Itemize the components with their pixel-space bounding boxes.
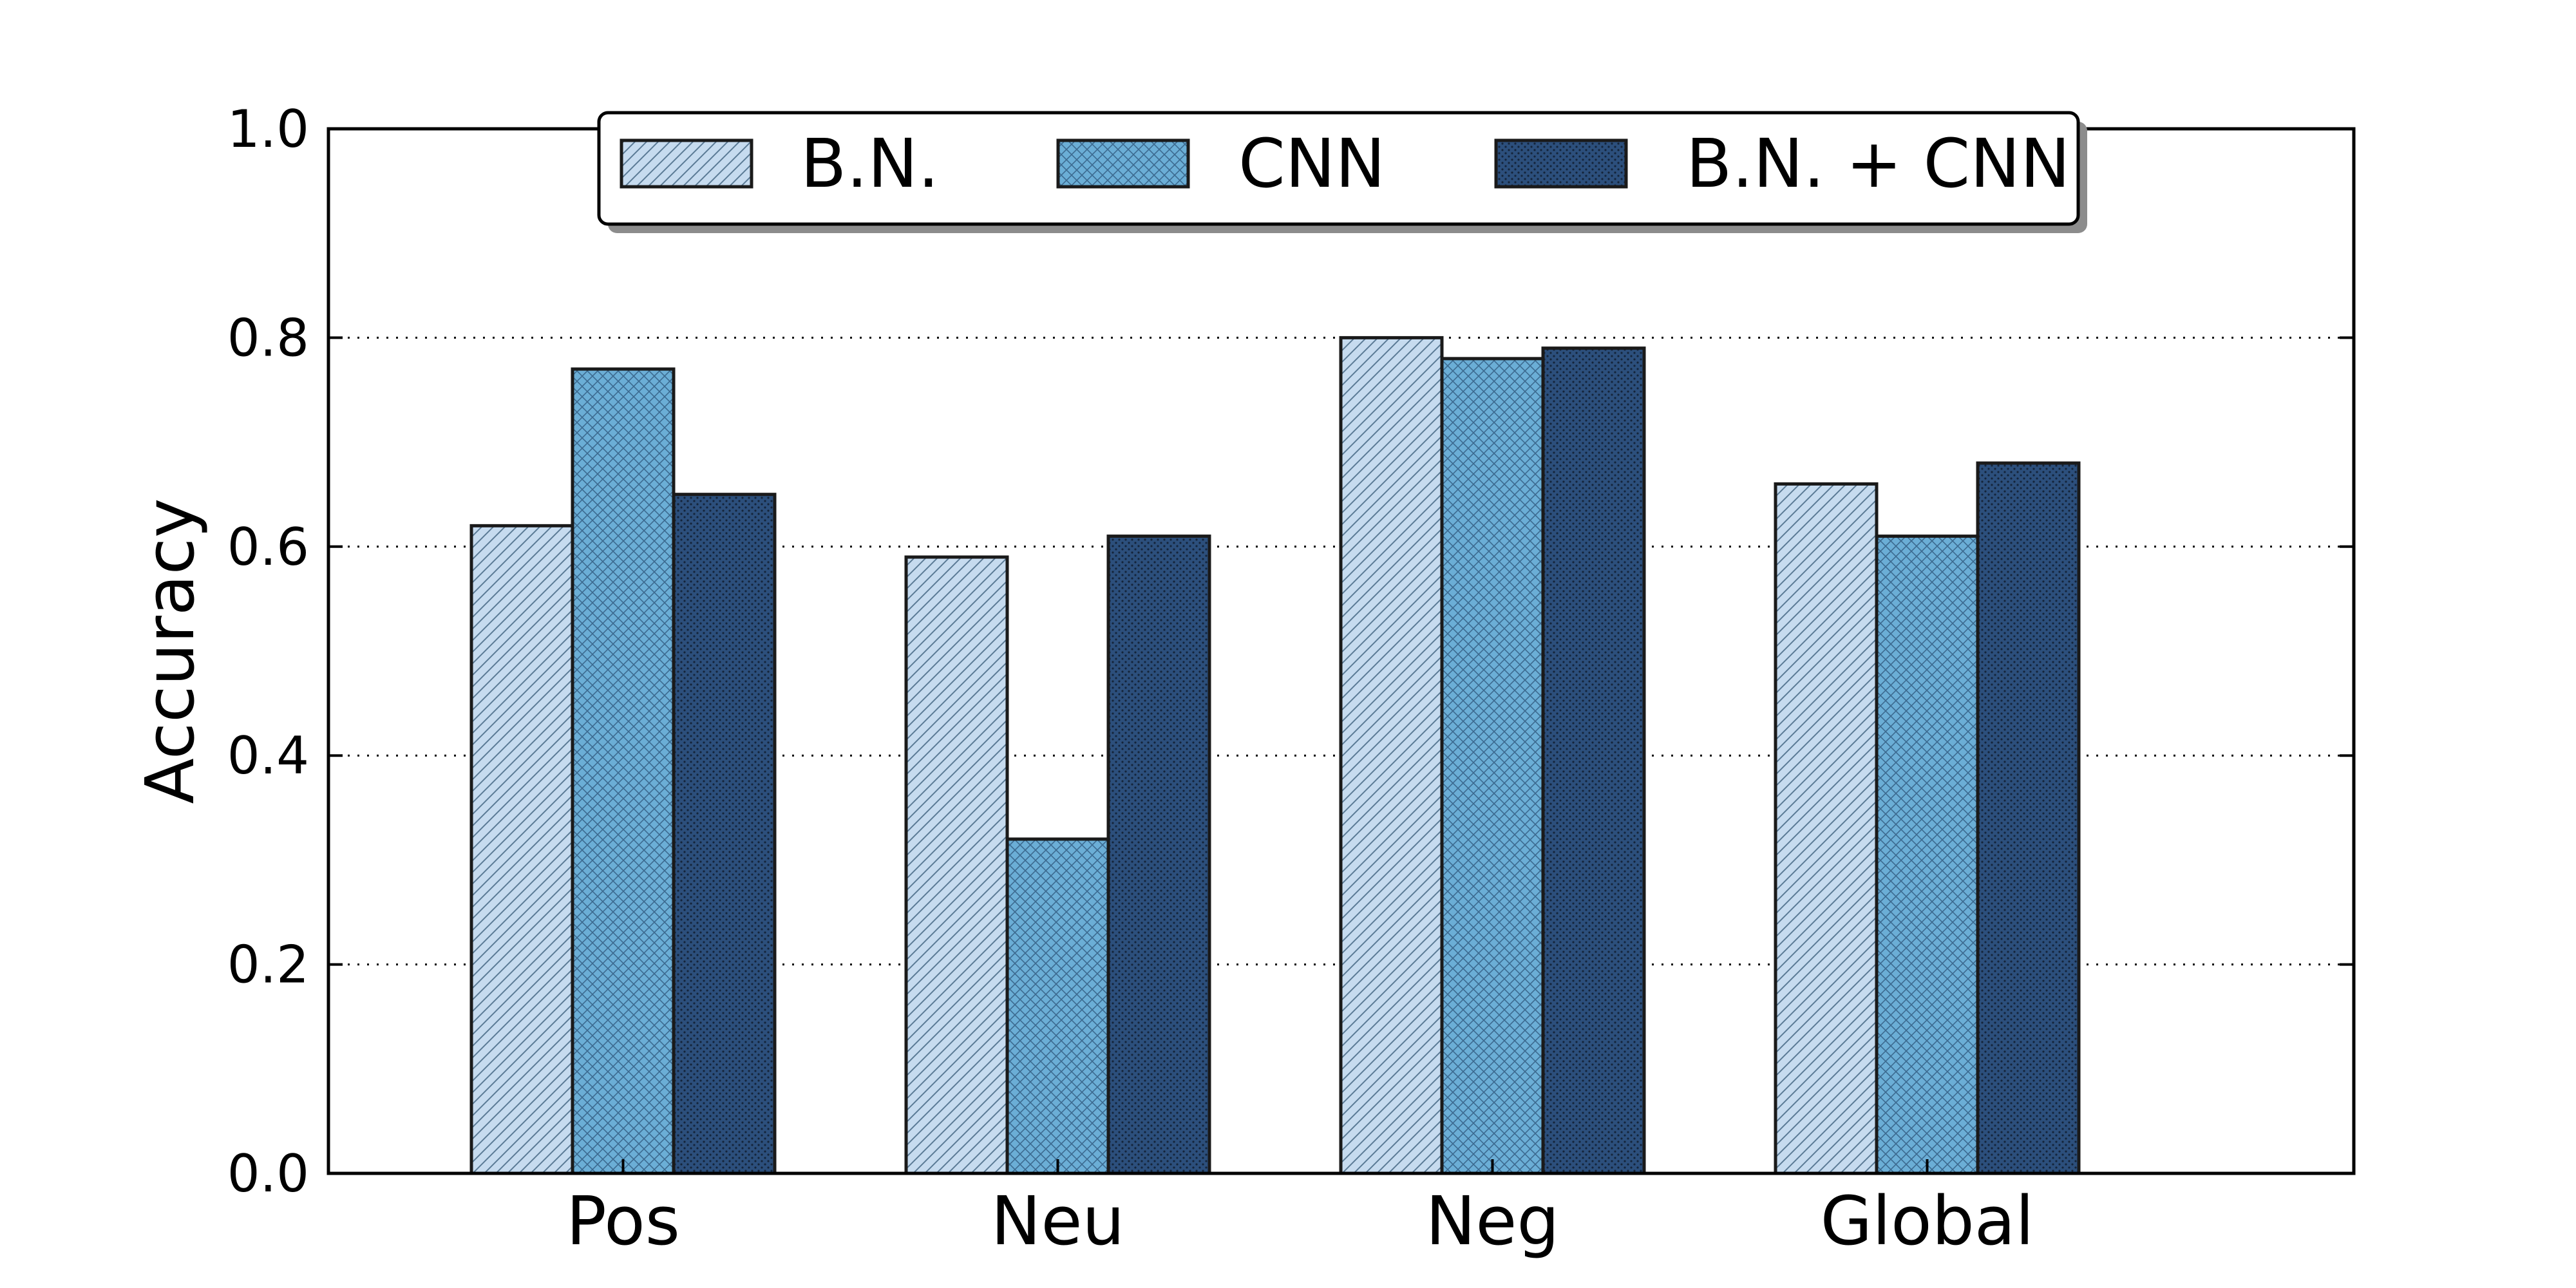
legend-label: B.N. (800, 124, 939, 203)
bar (1875, 535, 1980, 1175)
legend-box (597, 111, 2080, 226)
bar-outline (1005, 837, 1110, 1175)
bar (571, 367, 676, 1175)
x-tick-label: Global (1821, 1182, 2034, 1260)
bar (1005, 837, 1110, 1175)
bar-outline (571, 367, 676, 1175)
bar-outline (904, 555, 1009, 1175)
x-tick-label: Neg (1426, 1182, 1560, 1260)
bar-outline (1339, 336, 1444, 1175)
y-axis-ticks: 0.0 0.2 0.4 0.6 0.8 1.0 (227, 99, 2354, 1204)
legend-item: B.N. (620, 124, 939, 203)
bar (1774, 482, 1879, 1175)
bar (1106, 535, 1211, 1175)
bar (1339, 336, 1444, 1175)
legend-item: CNN (1056, 124, 1385, 203)
bar-outline (1774, 482, 1879, 1175)
bar (1541, 346, 1646, 1175)
bar-outline (469, 524, 574, 1175)
bar-outline (1875, 535, 1980, 1175)
bar-outline (1106, 535, 1211, 1175)
x-tick-label: Pos (566, 1182, 680, 1260)
legend-label: CNN (1238, 124, 1385, 203)
bar-outline (1976, 461, 2081, 1175)
bar (1440, 357, 1545, 1175)
y-tick-label: 0.4 (227, 726, 309, 786)
x-tick-label: Neu (991, 1182, 1125, 1260)
legend-swatch-outline (1494, 138, 1628, 189)
bar-outline (1541, 346, 1646, 1175)
bar (469, 524, 574, 1175)
bar (672, 493, 777, 1175)
bar-outline (1440, 357, 1545, 1175)
legend-label: B.N. + CNN (1686, 124, 2070, 203)
legend-item: B.N. + CNN (1494, 124, 2070, 203)
y-tick-label: 0.2 (227, 935, 309, 995)
bar (904, 555, 1009, 1175)
legend: B.N. CNN B.N. + CNN (597, 111, 2087, 233)
legend-swatch-outline (620, 138, 753, 189)
legend-swatch-outline (1056, 138, 1190, 189)
x-axis-ticks: Pos Neu Neg Global (566, 1159, 2034, 1260)
y-tick-label: 1.0 (227, 99, 309, 159)
y-tick-label: 0.8 (227, 308, 309, 368)
bar (1976, 461, 2081, 1175)
bars (469, 336, 2081, 1175)
bar-outline (672, 493, 777, 1175)
y-tick-label: 0.6 (227, 517, 309, 577)
y-axis-label: Accuracy (131, 498, 209, 804)
y-tick-label: 0.0 (227, 1144, 309, 1204)
